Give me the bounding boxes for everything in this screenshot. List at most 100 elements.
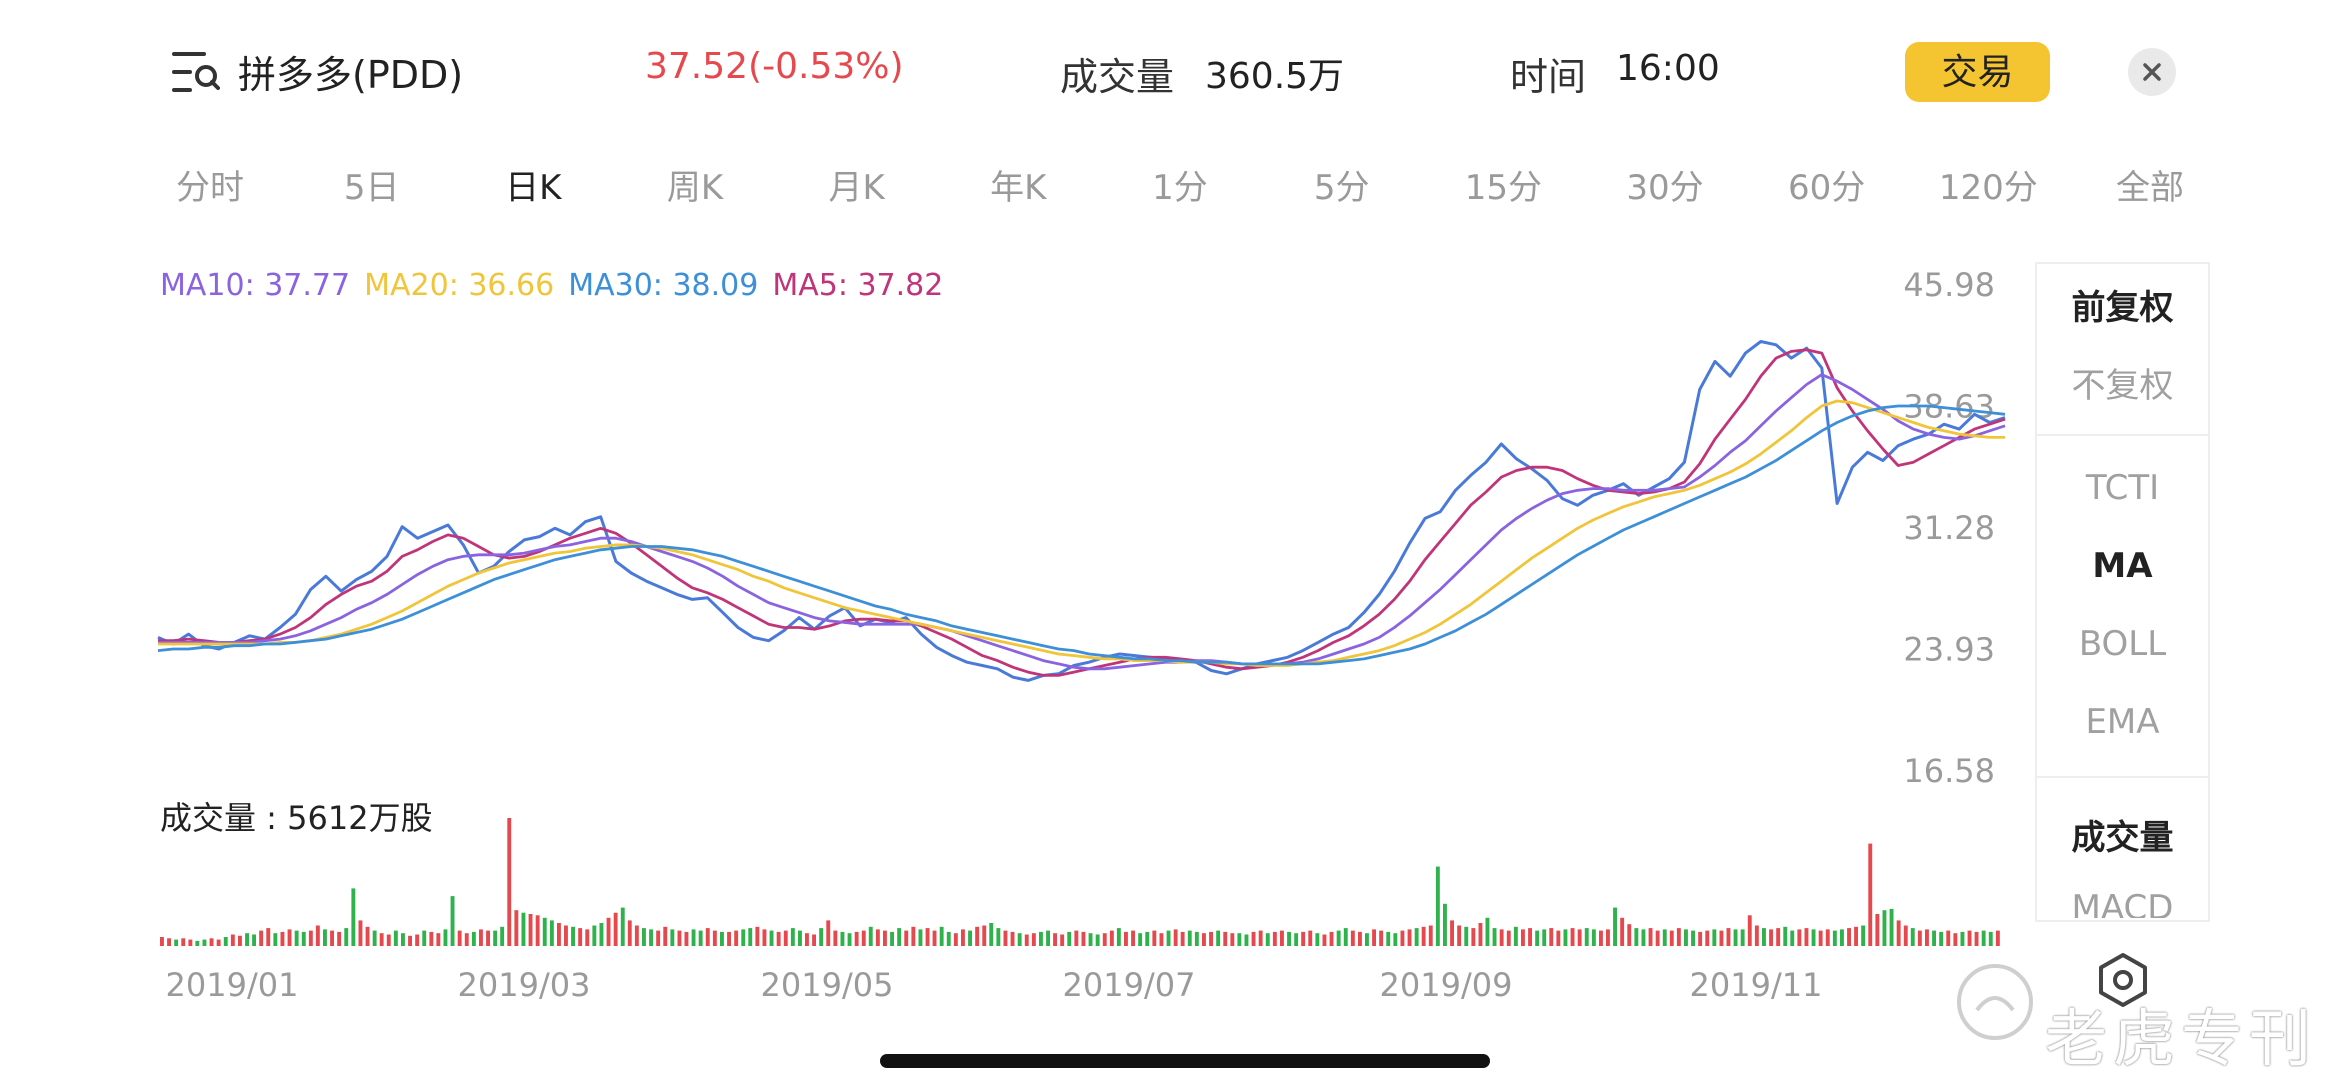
volume-bar — [549, 920, 554, 946]
volume-bar — [932, 930, 937, 946]
volume-bar — [1854, 926, 1858, 946]
volume-bar — [1499, 929, 1504, 946]
volume-bar — [358, 920, 363, 946]
volume-value: 360.5万 — [1205, 56, 1345, 97]
volume-bar — [181, 938, 186, 946]
divider — [2037, 434, 2208, 436]
adjust-forward-option[interactable]: 前复权 — [2071, 288, 2174, 328]
volume-bar — [642, 928, 646, 946]
volume-bar — [1832, 930, 1837, 946]
volume-bar — [1145, 931, 1150, 946]
volume-bar — [1272, 931, 1277, 946]
volume-bar — [961, 929, 965, 946]
volume-bar — [450, 896, 455, 946]
tab-10[interactable]: 60分 — [1788, 168, 1866, 208]
volume-bar — [1946, 930, 1951, 946]
y-tick-label: 16.58 — [1903, 752, 1995, 790]
volume-bar — [1173, 929, 1178, 946]
volume-bar — [422, 930, 427, 946]
volume-bar — [1216, 930, 1221, 946]
volume-bar — [776, 931, 781, 946]
volume-bar — [868, 926, 873, 946]
volume-bar — [195, 940, 200, 946]
volume-bar — [1166, 930, 1171, 946]
tab-2[interactable]: 日K — [505, 168, 562, 208]
volume-bar — [854, 931, 859, 946]
y-tick-label: 45.98 — [1903, 266, 1995, 304]
volume-bar — [1974, 931, 1979, 946]
adjust-none-option[interactable]: 不复权 — [2071, 366, 2174, 406]
volume-bar — [805, 933, 809, 946]
tab-9[interactable]: 30分 — [1626, 168, 1704, 208]
volume-bar — [1124, 931, 1128, 946]
volume-bar — [323, 929, 327, 946]
volume-bar — [989, 923, 994, 946]
tab-3[interactable]: 周K — [666, 168, 724, 208]
volume-bar — [216, 939, 221, 946]
volume-bar — [1443, 903, 1447, 946]
volume-bar — [1932, 930, 1936, 946]
volume-bar — [897, 928, 902, 946]
volume-bar — [542, 917, 547, 946]
volume-bar — [1180, 931, 1185, 946]
volume-bar — [443, 929, 448, 946]
series-line-ma10 — [158, 373, 2006, 671]
volume-bar — [904, 930, 909, 946]
tab-12[interactable]: 全部 — [2116, 168, 2184, 208]
volume-bar — [1187, 930, 1192, 946]
volume-bar — [982, 925, 987, 946]
indicator-ema[interactable]: EMA — [2085, 702, 2160, 742]
volume-bar — [1606, 929, 1610, 946]
volume-bar — [1393, 933, 1398, 946]
sub-indicator-volume[interactable]: 成交量 — [2071, 818, 2174, 858]
volume-bar — [1584, 928, 1589, 946]
volume-bar — [294, 930, 299, 946]
volume-bar — [1882, 910, 1887, 946]
volume-bar — [1733, 929, 1738, 946]
volume-bar — [1223, 931, 1228, 946]
time-value: 16:00 — [1616, 48, 1720, 89]
series-line-close — [157, 340, 2006, 682]
volume-bar — [1740, 929, 1745, 946]
sub-indicator-macd[interactable]: MACD — [2071, 888, 2174, 918]
volume-bar — [1910, 928, 1915, 946]
tab-11[interactable]: 120分 — [1938, 168, 2038, 208]
tab-1[interactable]: 5日 — [343, 168, 400, 208]
volume-bar — [1542, 929, 1547, 946]
volume-bar — [925, 928, 930, 946]
tab-0[interactable]: 分时 — [176, 168, 244, 208]
volume-bar — [1988, 931, 1993, 946]
stock-name[interactable]: 拼多多(PDD) — [238, 53, 464, 97]
menu-search-icon[interactable] — [172, 50, 220, 94]
indicator-tcti[interactable]: TCTI — [2085, 468, 2160, 508]
volume-bar — [1010, 931, 1015, 946]
volume-bar — [1152, 930, 1157, 946]
tab-8[interactable]: 15分 — [1464, 168, 1542, 208]
close-icon — [2143, 63, 2161, 81]
tab-7[interactable]: 5分 — [1313, 168, 1370, 208]
volume-bar — [1414, 928, 1419, 946]
volume-bar — [1485, 917, 1490, 946]
x-tick-label: 2019/09 — [1380, 966, 1513, 1004]
volume-bar — [1776, 928, 1781, 946]
volume-bar — [1634, 928, 1639, 946]
volume-bar — [252, 934, 256, 946]
volume-bar — [1875, 914, 1880, 946]
volume-bar — [493, 930, 498, 946]
volume-bar — [798, 930, 802, 946]
tab-6[interactable]: 1分 — [1152, 168, 1208, 208]
volume-bar — [1726, 928, 1731, 946]
close-button[interactable] — [2128, 48, 2176, 96]
volume-bar — [535, 915, 540, 946]
home-indicator[interactable] — [880, 1054, 1490, 1068]
tab-4[interactable]: 月K — [828, 168, 885, 208]
indicator-ma[interactable]: MA — [2092, 546, 2153, 586]
volume-bar — [819, 928, 824, 946]
volume-bar — [1669, 930, 1674, 946]
tab-5[interactable]: 年K — [990, 168, 1047, 208]
volume-bar — [1435, 866, 1440, 946]
indicator-boll[interactable]: BOLL — [2078, 624, 2167, 664]
hexagon-settings-icon[interactable] — [2095, 952, 2151, 1008]
trade-button[interactable]: 交易 — [1905, 42, 2050, 102]
